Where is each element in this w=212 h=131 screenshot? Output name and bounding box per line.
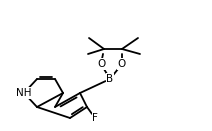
Text: NH: NH bbox=[16, 88, 32, 98]
Text: F: F bbox=[92, 113, 98, 123]
Text: B: B bbox=[106, 74, 114, 84]
Text: O: O bbox=[118, 59, 126, 69]
Text: O: O bbox=[97, 59, 105, 69]
